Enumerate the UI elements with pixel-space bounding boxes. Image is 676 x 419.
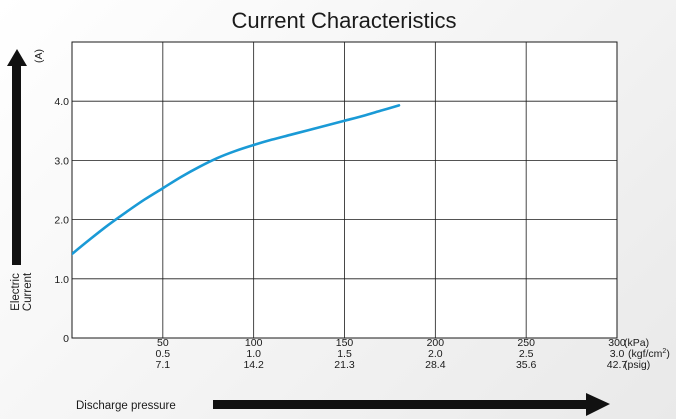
x-tick-label-kgf: 2.5 [519, 348, 534, 360]
y-axis-arrow-icon [7, 49, 27, 66]
x-axis-arrow-icon [586, 393, 610, 416]
x-unit-kgf-text: (kgf/cm [628, 348, 663, 360]
y-tick-label: 2.0 [54, 215, 69, 227]
x-tick-label-kgf: 0.5 [156, 348, 171, 360]
y-tick-label: 1.0 [54, 274, 69, 286]
x-unit-kgf: (kgf/cm2) [628, 348, 670, 360]
series-group [72, 104, 401, 256]
x-tick-label-kpa: 250 [517, 337, 535, 349]
y-axis-arrow-shaft [12, 65, 21, 265]
x-tick-label-kgf: 3.0 [610, 348, 625, 360]
x-tick-label-kgf: 1.0 [246, 348, 261, 360]
x-axis-arrow-shaft [213, 400, 588, 409]
x-tick-label-psig: 28.4 [425, 359, 446, 371]
y-tick-label: 4.0 [54, 96, 69, 108]
x-axis-label: Discharge pressure [76, 400, 176, 412]
x-tick-label-kpa: 300 [608, 337, 626, 349]
x-tick-label-kpa: 100 [245, 337, 263, 349]
x-tick-label-kpa: 200 [427, 337, 445, 349]
y-tick-label: 0 [63, 333, 69, 345]
series-line-0 [72, 104, 401, 256]
x-unit-kgf-close: ) [666, 348, 670, 360]
x-tick-label-kgf: 2.0 [428, 348, 443, 360]
x-unit-psig: (psig) [624, 359, 650, 371]
x-tick-label-kgf: 1.5 [337, 348, 352, 360]
x-tick-label-kpa: 50 [157, 337, 169, 349]
y-tick-labels: 0 1.0 2.0 3.0 4.0 [54, 96, 69, 345]
grid-lines [72, 41, 617, 338]
x-tick-label-kpa: 150 [336, 337, 354, 349]
y-tick-label: 3.0 [54, 155, 69, 167]
x-tick-label-psig: 42.7 [607, 359, 628, 371]
x-tick-label-psig: 7.1 [156, 359, 171, 371]
x-unit-kgf-superscript: 2 [662, 348, 666, 355]
x-unit-kpa: (kPa) [624, 337, 649, 349]
y-axis-label-line2: Current [22, 272, 34, 311]
y-unit-label: (A) [33, 49, 45, 63]
y-axis-label-line1: Electric [10, 273, 22, 311]
x-tick-label-psig: 35.6 [516, 359, 537, 371]
x-tick-label-psig: 14.2 [243, 359, 264, 371]
x-tick-label-psig: 21.3 [334, 359, 355, 371]
chart-title: Current Characteristics [232, 8, 457, 33]
